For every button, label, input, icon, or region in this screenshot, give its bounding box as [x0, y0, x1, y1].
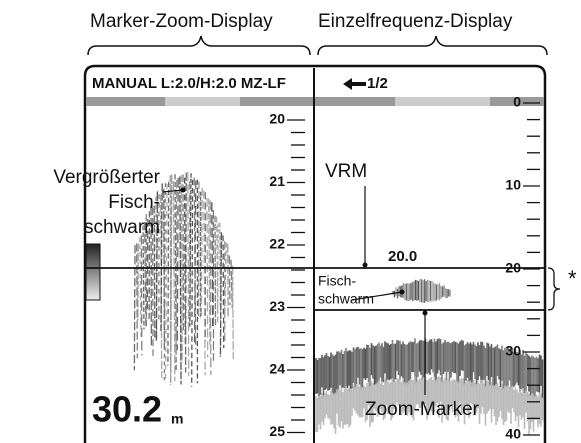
echo-stroke [203, 190, 206, 376]
echo-stroke [139, 237, 142, 339]
leader-dot [362, 262, 368, 268]
asterisk: * [568, 266, 577, 291]
echo-stroke [176, 177, 179, 351]
screen-frame [83, 64, 547, 443]
left-heading: Marker-Zoom-Display [90, 11, 273, 32]
echo-stroke [142, 225, 145, 330]
callout-text: Zoom-Marker [365, 399, 480, 420]
echo-stroke [197, 181, 200, 320]
mode-text: MANUAL L:2.0/H:2.0 MZ-LF [92, 75, 286, 92]
echo-layer [133, 171, 544, 435]
echo-stroke [187, 171, 190, 376]
echo-stroke [133, 245, 136, 371]
echo-stroke [191, 179, 194, 387]
scale-label: 20 [505, 260, 521, 276]
echo-stroke [211, 202, 214, 326]
vrm-value: 20.0 [388, 248, 417, 265]
callout-text: Vergrößerter [53, 167, 160, 188]
echo-stroke [163, 183, 167, 381]
echo-stroke [159, 194, 163, 379]
leader-dot [422, 310, 428, 316]
echo-stroke [143, 221, 147, 328]
echo-stroke [135, 243, 139, 359]
leader-line [161, 189, 184, 193]
echo-stroke [224, 242, 227, 310]
page-text: 1/2 [367, 75, 388, 92]
echo-stroke [206, 197, 209, 358]
echo-stroke [219, 232, 223, 357]
callout-text: schwarm [318, 291, 374, 307]
scale-label: 30 [505, 343, 521, 359]
echo-stroke [209, 200, 212, 375]
echo-stroke [170, 174, 173, 385]
echo-stroke [172, 181, 176, 382]
echo-stroke [207, 198, 211, 346]
echo-stroke [164, 184, 168, 384]
echo-stroke [167, 181, 170, 366]
echo-stroke [231, 265, 234, 360]
echo-stroke [163, 188, 166, 350]
scales: 20 21 22 23 24 25 0 10 20 30 40 [269, 94, 540, 442]
zone-brace [547, 267, 561, 311]
scale-label: 24 [269, 361, 285, 377]
callout-text: Fisch- [108, 192, 160, 213]
echo-stroke [179, 176, 182, 385]
left-brace [87, 35, 311, 56]
echo-stroke [222, 235, 225, 348]
leader-dot [180, 187, 186, 193]
scale-label: 22 [269, 236, 285, 252]
header-stripe-light [395, 97, 490, 106]
scale-label: 25 [269, 423, 285, 439]
echo-stroke [160, 183, 163, 331]
leader-line [351, 291, 403, 301]
scale-label: 21 [269, 173, 285, 189]
echo-stroke [228, 255, 231, 306]
callout-text: schwarm [84, 217, 160, 238]
echo-stroke [184, 172, 187, 373]
right-brace [317, 35, 548, 56]
right-heading: Einzelfrequenz-Display [318, 11, 513, 32]
callout-text: Fisch- [318, 273, 356, 289]
depth-unit: m [171, 411, 183, 427]
scale-label: 20 [269, 111, 285, 127]
scale-label: 10 [505, 177, 521, 193]
echo-stroke [155, 191, 159, 341]
color-bar [85, 243, 101, 301]
leader-dot [399, 289, 405, 295]
callout-text: VRM [325, 161, 367, 182]
depth-value: 30.2 [92, 389, 162, 430]
page-arrow [343, 78, 366, 90]
scale-label: 0 [513, 94, 521, 110]
echo-stroke [214, 215, 217, 328]
scale-label: 40 [505, 426, 521, 442]
scale-label: 23 [269, 298, 285, 314]
header-stripe-light [165, 97, 240, 106]
echo-stroke [193, 180, 197, 346]
echo-stroke [189, 173, 192, 327]
echo-stroke [153, 205, 156, 339]
echo-stroke [200, 188, 203, 319]
